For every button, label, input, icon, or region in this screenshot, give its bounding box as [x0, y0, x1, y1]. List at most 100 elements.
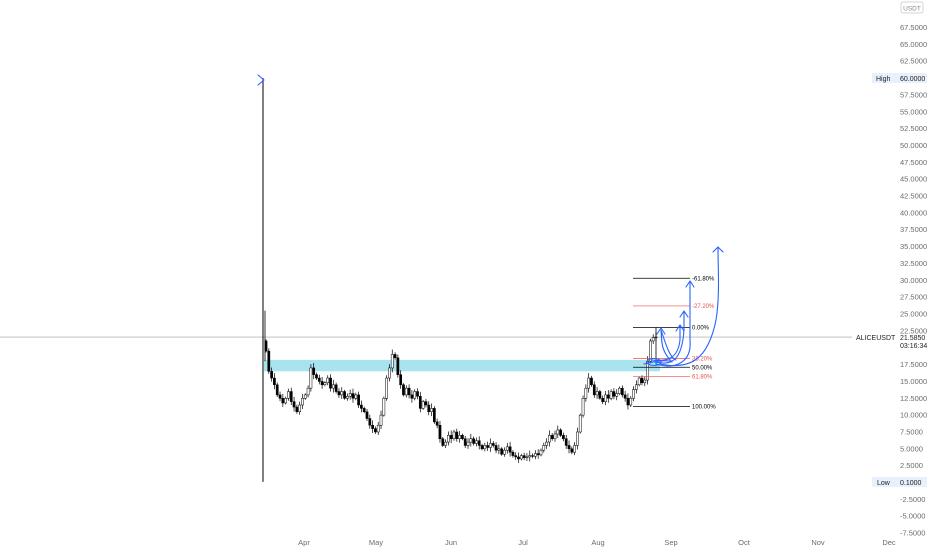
candle-body — [637, 377, 641, 386]
candle-body — [587, 377, 591, 389]
candle-body — [497, 448, 501, 451]
y-tick-label: 50.0000 — [900, 141, 927, 150]
candle-body — [264, 340, 268, 352]
fib-level-label: -61.80% — [692, 276, 715, 282]
candle-body — [620, 387, 624, 396]
candle-body — [545, 441, 548, 446]
fib-level-label: -27.20% — [692, 304, 715, 310]
candle-body — [326, 377, 330, 384]
candle-body — [590, 377, 593, 386]
candle-body — [295, 406, 299, 413]
y-tick-label: 47.5000 — [900, 158, 927, 167]
y-tick-label: 12.5000 — [900, 394, 927, 403]
y-tick-label: 25.0000 — [900, 310, 927, 319]
currency-badge-label: USDT — [903, 6, 921, 13]
y-tick-label: 67.5000 — [900, 23, 927, 32]
y-tick-label: 2.5000 — [900, 461, 923, 470]
candle-body — [410, 394, 414, 399]
candle-body — [421, 401, 425, 409]
candle-body — [444, 441, 447, 446]
candle-body — [404, 387, 408, 396]
candle-body — [525, 456, 529, 458]
candle-body — [461, 435, 464, 439]
candle-body — [273, 377, 276, 386]
y-tick-label: 7.5000 — [900, 427, 923, 436]
arrowhead-top-left — [257, 74, 265, 86]
candle-body — [365, 411, 369, 419]
candle-body — [374, 428, 377, 433]
x-tick-label: Jun — [445, 538, 457, 547]
arrowhead-5 — [712, 246, 724, 253]
candle-body — [317, 377, 321, 382]
candle-body — [360, 404, 363, 409]
candle-body — [595, 391, 599, 396]
candle-body — [396, 357, 400, 375]
candle-body — [612, 391, 616, 397]
candle-body — [584, 387, 588, 399]
swing-arrow-5 — [659, 247, 720, 367]
x-tick-label: Jul — [518, 538, 528, 547]
candle-body — [452, 431, 456, 439]
fib-level-label: 50.00% — [692, 365, 713, 371]
candle-body — [385, 377, 388, 399]
candle-body — [548, 435, 551, 443]
candle-body — [458, 435, 461, 439]
candle-body — [289, 391, 293, 402]
candle-body — [651, 337, 655, 342]
candle-body — [362, 408, 366, 413]
candle-body — [354, 394, 358, 399]
candle-body — [281, 398, 285, 404]
candle-body — [393, 354, 397, 359]
x-tick-label: Oct — [738, 538, 751, 547]
candle-body — [601, 398, 605, 402]
candle-body — [486, 445, 490, 448]
candle-body — [505, 446, 509, 451]
y-tick-label: 55.0000 — [900, 107, 927, 116]
fib-level-label: 38.20% — [692, 356, 713, 362]
y-axis[interactable]: 67.5000 65.0000 62.5000 57.5000 55.0000 52.50… — [900, 23, 927, 538]
candle-body — [581, 398, 585, 416]
candle-body — [536, 453, 540, 456]
candle-body — [564, 438, 568, 446]
candle-body — [292, 401, 296, 408]
projection-arrows-layer — [257, 74, 724, 367]
candle-body — [368, 418, 372, 426]
candle-body — [357, 394, 360, 406]
candle-body — [514, 455, 518, 458]
candle-body — [494, 445, 498, 451]
candle-body — [418, 396, 422, 409]
fib-level-label: 100.00% — [692, 404, 716, 410]
fib-level-label: 0.00% — [692, 325, 710, 331]
candle-body — [632, 389, 635, 399]
candle-body — [550, 435, 554, 439]
candle-body — [649, 340, 652, 362]
candle-body — [463, 438, 467, 446]
x-axis[interactable]: Apr May Jun Jul Aug Sep Oct Nov Dec — [298, 538, 896, 547]
candle-body — [267, 350, 271, 372]
candle-body — [351, 393, 355, 399]
candle-body — [298, 404, 302, 413]
candle-body — [477, 440, 481, 446]
swing-arrow-3 — [655, 311, 685, 364]
y-tick-label: 40.0000 — [900, 208, 927, 217]
arrowhead-1 — [656, 327, 666, 335]
candle-body — [553, 433, 557, 439]
y-tick-label: 45.0000 — [900, 175, 927, 184]
candle-body — [592, 384, 596, 396]
candle-body — [441, 438, 445, 446]
candle-body — [606, 394, 610, 399]
bar-countdown: 03:16:34 — [900, 343, 927, 350]
last-price: 21.5850 — [900, 335, 925, 342]
candle-body — [346, 396, 349, 399]
candle-body — [570, 448, 574, 453]
candle-body — [508, 446, 512, 453]
demand-zone — [264, 359, 660, 372]
high-label-text: High — [876, 76, 891, 83]
x-tick-label: Aug — [591, 538, 604, 547]
candle-body — [542, 445, 546, 451]
candle-body — [348, 393, 352, 397]
candle-body — [402, 384, 405, 396]
currency-badge[interactable]: USDT — [900, 1, 924, 14]
